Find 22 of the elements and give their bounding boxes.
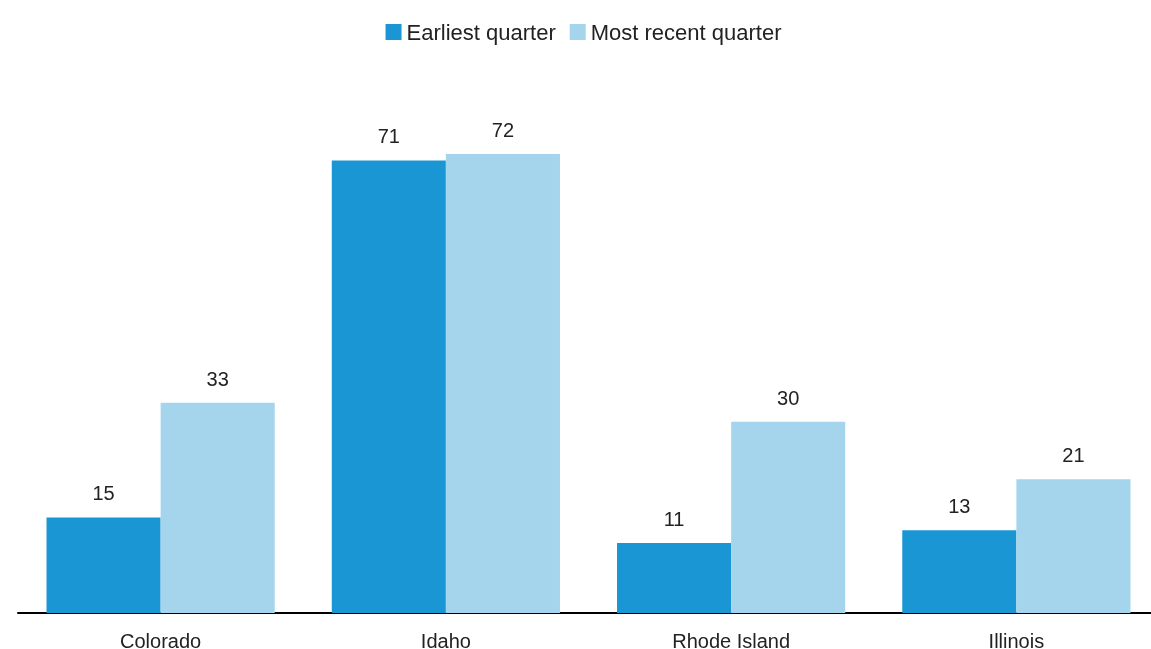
x-tick-label: Idaho [420,630,471,649]
legend-label: Earliest quarter [406,19,556,45]
data-label: 71 [377,125,400,148]
data-label: 11 [663,507,685,530]
data-label: 15 [92,482,115,505]
bar [331,160,446,613]
legend-label: Most recent quarter [590,19,782,45]
data-label: 33 [206,367,229,390]
data-label: 21 [1062,444,1085,467]
x-tick-label: Rhode Island [672,630,791,649]
bar [902,530,1017,613]
data-label: 13 [948,495,971,518]
data-label: 72 [491,119,515,141]
bar [1016,479,1131,613]
bar [46,517,161,613]
bar [731,421,846,613]
data-label: 30 [777,386,800,409]
x-tick-label: Colorado [120,630,202,649]
bar [445,154,560,613]
bar [160,402,275,613]
bar [617,542,732,613]
x-tick-label: Illinois [988,630,1045,649]
